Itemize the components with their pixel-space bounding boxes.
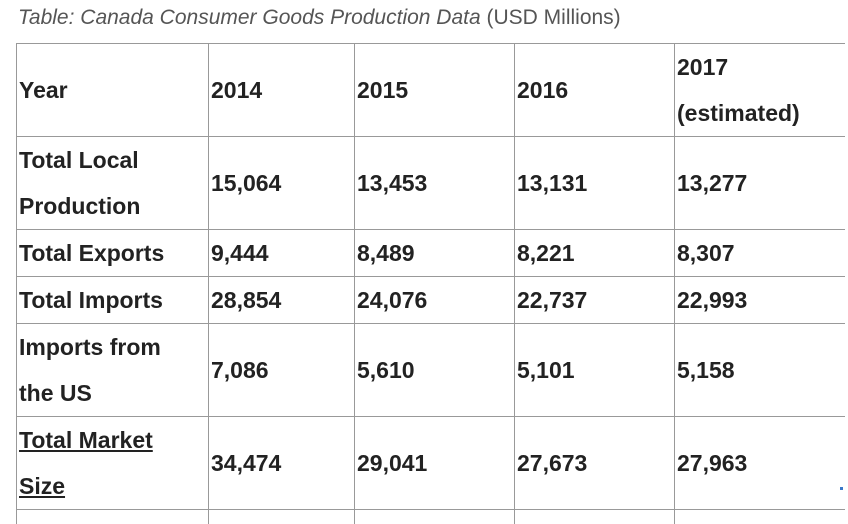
row-label-line: Production [19,193,141,219]
caption-units: (USD Millions) [480,6,621,29]
table-cell: 8,221 [514,229,675,277]
table-cell: 29,041 [354,416,515,510]
table-row: Imports from the US 7,086 5,610 5,101 5,… [16,323,845,417]
production-data-table: Year 2014 2015 2016 2017 (estimated) Tot… [16,43,845,510]
header-year-2017-note: (estimated) [677,100,800,126]
header-year-2014: 2014 [208,43,355,137]
row-label: Imports from the US [16,323,209,417]
column-divider [354,508,355,524]
table-cell: 13,131 [514,136,675,230]
table-cell: 28,854 [208,276,355,324]
column-divider [674,508,675,524]
row-label-line: Imports from [19,334,161,360]
table-row: Total Local Production 15,064 13,453 13,… [16,136,845,230]
header-year-2017-value: 2017 [677,54,729,80]
table-header-row: Year 2014 2015 2016 2017 (estimated) [16,43,845,137]
header-year-2016: 2016 [514,43,675,137]
table-cell: 13,277 [674,136,845,230]
column-divider [514,508,515,524]
table-cell: 13,453 [354,136,515,230]
table-cell: 9,444 [208,229,355,277]
table-continuation [16,508,848,524]
row-label-line: the US [19,380,92,406]
caption-title: Table: Canada Consumer Goods Production … [18,6,481,29]
table-cell: 8,489 [354,229,515,277]
header-year-label: Year [16,43,209,137]
table-cell: 5,101 [514,323,675,417]
table-cell: 24,076 [354,276,515,324]
table-row: Total Imports 28,854 24,076 22,737 22,99… [16,276,845,324]
header-year-2015: 2015 [354,43,515,137]
table-cell: 34,474 [208,416,355,510]
table-cell: 8,307 [674,229,845,277]
row-label-line[interactable]: Size [19,473,66,499]
table-cell: 22,993 [674,276,845,324]
edge-marker [840,487,843,490]
header-year-2017: 2017 (estimated) [674,43,845,137]
table-caption: Table: Canada Consumer Goods Production … [18,6,621,30]
row-label: Total Exports [16,229,209,277]
table-cell: 27,673 [514,416,675,510]
row-label-line[interactable]: Total Market [19,427,153,453]
table-row: Total Exports 9,444 8,489 8,221 8,307 [16,229,845,277]
row-label-link[interactable]: Total Market Size [16,416,209,510]
row-label-line: Total Local [19,147,139,173]
column-divider [16,508,17,524]
table-cell: 27,963 [674,416,845,510]
table-cell: 5,610 [354,323,515,417]
table-row: Total Market Size 34,474 29,041 27,673 2… [16,416,845,510]
table-cell: 15,064 [208,136,355,230]
column-divider [208,508,209,524]
row-label: Total Local Production [16,136,209,230]
table-cell: 5,158 [674,323,845,417]
table-cell: 7,086 [208,323,355,417]
table-cell: 22,737 [514,276,675,324]
row-label: Total Imports [16,276,209,324]
